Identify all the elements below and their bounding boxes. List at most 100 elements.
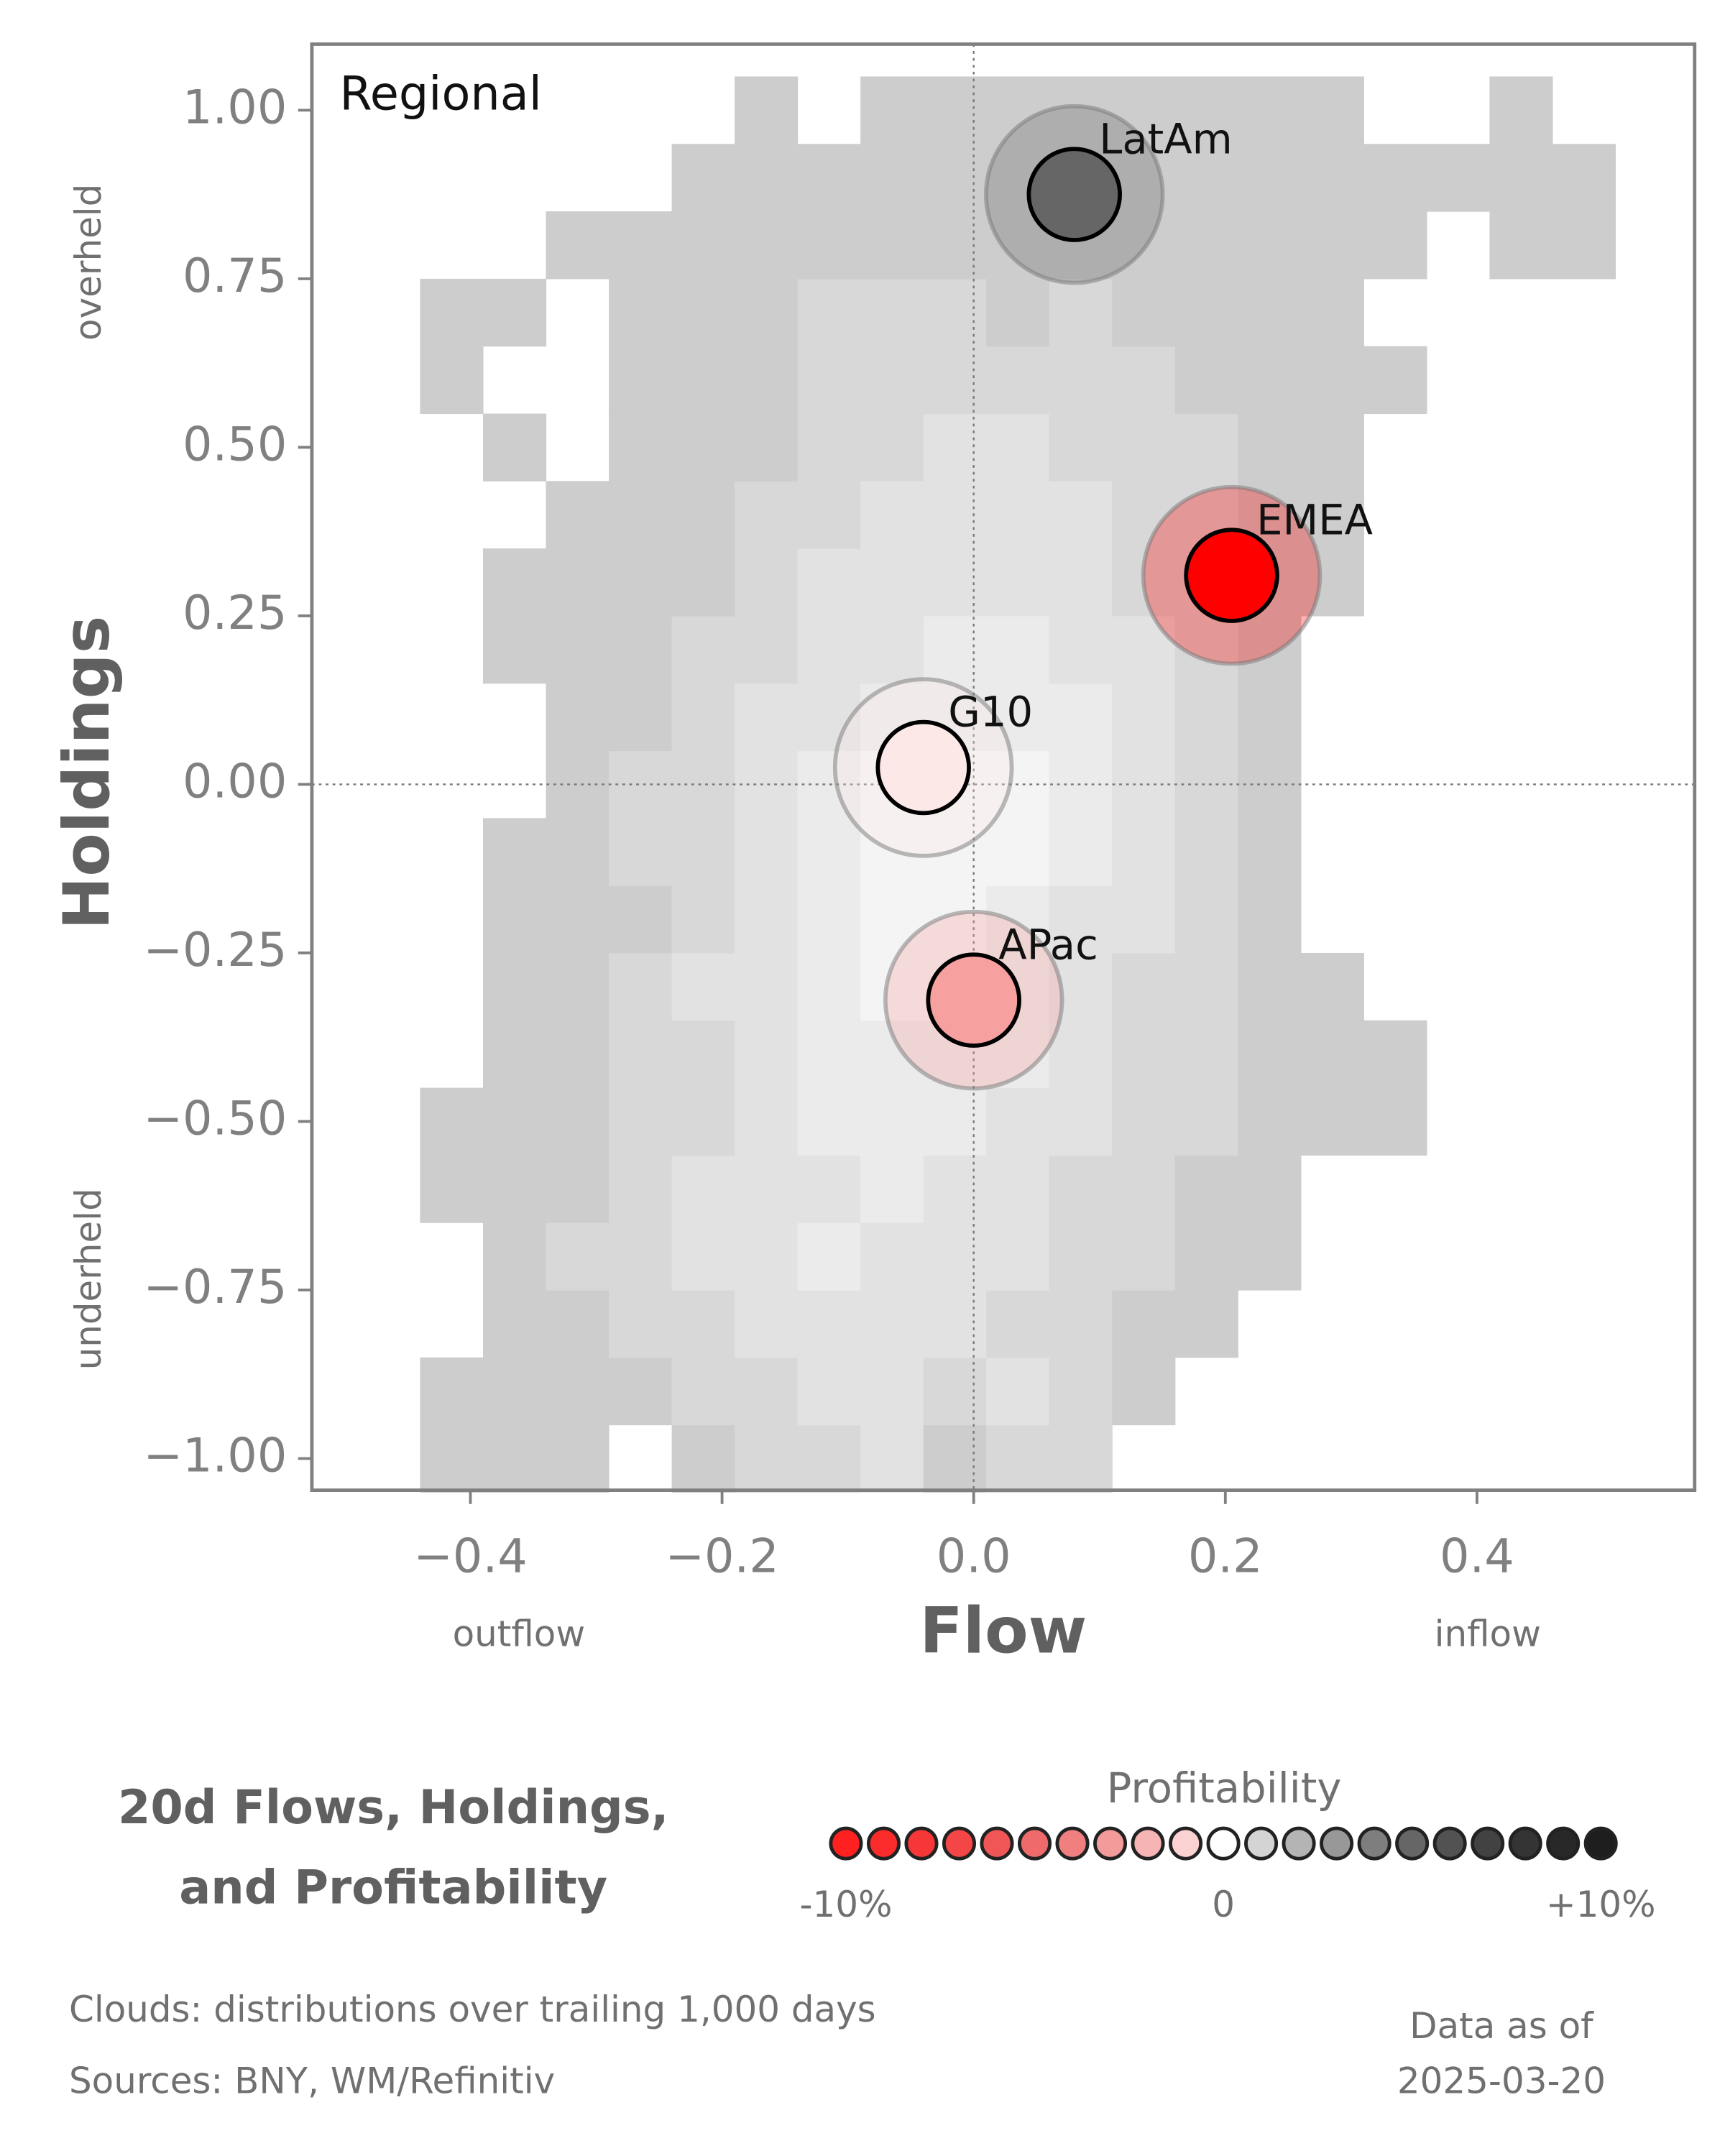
cloud-cell — [546, 615, 610, 684]
x-tick-label: 0.2 — [1188, 1529, 1263, 1584]
legend-swatch — [1395, 1826, 1430, 1861]
cloud-cell — [1049, 413, 1113, 482]
cloud-cell — [1112, 1155, 1176, 1223]
cloud-cell — [1174, 413, 1238, 482]
legend-swatch — [829, 1826, 863, 1861]
cloud-cell — [482, 1155, 547, 1223]
cloud-cell — [1112, 615, 1176, 684]
cloud-cell — [986, 278, 1050, 347]
cloud-cell — [671, 952, 735, 1021]
cloud-cell — [482, 1087, 547, 1156]
legend-swatch — [1357, 1826, 1392, 1861]
y-tick-label: 0.25 — [183, 586, 287, 640]
cloud-cell — [1238, 818, 1302, 886]
cloud-cell — [1300, 1020, 1364, 1089]
cloud-cell — [735, 144, 799, 212]
cloud-cell — [482, 1289, 547, 1358]
cloud-cell — [609, 615, 673, 684]
cloud-cell — [1174, 818, 1238, 886]
legend-swatch — [1018, 1826, 1052, 1861]
cloud-cell — [735, 952, 799, 1021]
cloud-cell — [1112, 1087, 1176, 1156]
cloud-cell — [923, 1087, 987, 1156]
cloud-cell — [1112, 1020, 1176, 1089]
cloud-cell — [860, 144, 924, 212]
cloud-cell — [1049, 548, 1113, 617]
note: Clouds: distributions over trailing 1,00… — [69, 1989, 876, 2030]
cloud-cell — [546, 1357, 610, 1426]
cloud-cell — [986, 413, 1050, 482]
y-axis-label: Holdings — [50, 616, 124, 930]
cloud-cell — [735, 1020, 799, 1089]
cloud-cell — [671, 1087, 735, 1156]
point — [1026, 147, 1122, 242]
cloud-cell — [923, 211, 987, 280]
cloud-cell — [482, 548, 547, 617]
cloud-cell — [1363, 1020, 1427, 1089]
cloud-cell — [860, 278, 924, 347]
cloud-cell — [1049, 885, 1113, 954]
cloud-cell — [797, 1222, 861, 1291]
y-annotation: underheld — [68, 1188, 109, 1370]
cloud-cell — [1112, 1357, 1176, 1426]
cloud-cell — [1300, 952, 1364, 1021]
cloud-cell — [797, 1424, 861, 1493]
plot: −0.4 −0.2 0.0 0.2 0.4 1.00 0.75 0.50 0.25 0.00 −0.… — [143, 44, 1695, 1584]
x-axis-label: Flow — [919, 1594, 1087, 1668]
cloud-cell — [1552, 144, 1616, 212]
cloud-cell — [1300, 413, 1364, 482]
cloud-cell — [482, 615, 547, 684]
cloud-cell — [1049, 615, 1113, 684]
cloud-cell — [797, 885, 861, 954]
cloud-cell — [1174, 683, 1238, 752]
cloud-cell — [860, 885, 924, 954]
cloud-cell — [735, 211, 799, 280]
cloud-cell — [1174, 144, 1238, 212]
legend-swatch — [1244, 1826, 1279, 1861]
cloud-cell — [671, 615, 735, 684]
legend-swatch — [1055, 1826, 1090, 1861]
cloud-cell — [735, 481, 799, 549]
cloud-cell — [671, 211, 735, 280]
legend-swatch — [1432, 1826, 1467, 1861]
cloud-cell — [1238, 346, 1302, 415]
cloud-cell — [735, 750, 799, 819]
legend-swatch — [1546, 1826, 1581, 1861]
cloud-cell — [923, 278, 987, 347]
cloud-cell — [609, 413, 673, 482]
cloud-cell — [1112, 346, 1176, 415]
cloud-cell — [609, 683, 673, 752]
cloud-cell — [1300, 211, 1364, 280]
point — [875, 719, 971, 816]
cloud-cell — [923, 1222, 987, 1291]
cloud-cell — [735, 76, 799, 144]
x-tick-label: −0.2 — [665, 1529, 778, 1584]
legend-title: Profitability — [1107, 1764, 1342, 1812]
cloud-cell — [1049, 1222, 1113, 1291]
cloud-cell — [1049, 683, 1113, 752]
cloud-cell — [797, 211, 861, 280]
point — [926, 952, 1021, 1048]
y-tick-label: −1.00 — [143, 1429, 287, 1483]
cloud-cell — [1174, 1020, 1238, 1089]
cloud-cell — [860, 1155, 924, 1223]
cloud-cell — [797, 548, 861, 617]
cloud-cell — [986, 1357, 1050, 1426]
cloud-cell — [671, 346, 735, 415]
cloud-cell — [671, 750, 735, 819]
cloud-cell — [735, 278, 799, 347]
cloud-cell — [1238, 885, 1302, 954]
cloud-cell — [1552, 211, 1616, 280]
cloud-cell — [1112, 1222, 1176, 1291]
cloud-cell — [1049, 1289, 1113, 1358]
cloud-cell — [546, 1155, 610, 1223]
cloud-cell — [797, 144, 861, 212]
cloud-cell — [1300, 1087, 1364, 1156]
cloud-cell — [797, 1020, 861, 1089]
cloud-cell — [1174, 211, 1238, 280]
cloud-cell — [1300, 548, 1364, 617]
cloud-cell — [609, 750, 673, 819]
cloud-cell — [1238, 615, 1302, 684]
cloud-cell — [609, 1087, 673, 1156]
cloud-cell — [1112, 1289, 1176, 1358]
